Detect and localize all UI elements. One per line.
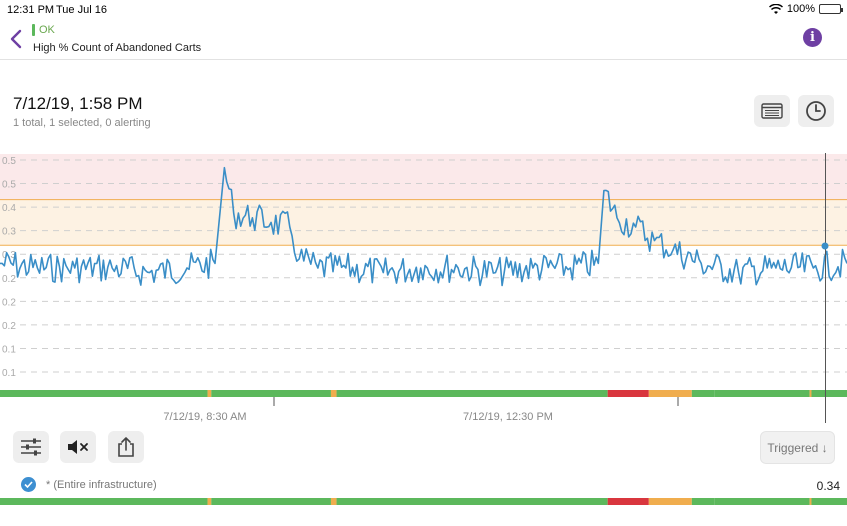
group-summary: 1 total, 1 selected, 0 alerting	[13, 117, 151, 129]
status-time: 12:31 PM	[7, 4, 55, 16]
chart-svg[interactable]: 0.5 0.5 0.4 0.3 0.3 0.2 0.2 0.2 0.1 0.1 7/12/19, …	[0, 150, 847, 430]
group-strip-segment-ok	[211, 498, 331, 505]
group-strip-segment-warning	[207, 498, 212, 505]
info-icon[interactable]: i	[803, 28, 822, 47]
timeline-segment-warning	[809, 390, 812, 397]
group-row[interactable]: * (Entire infrastructure) 0.34	[0, 474, 847, 498]
group-label: * (Entire infrastructure)	[46, 479, 157, 491]
group-strip-segment-ok	[336, 498, 608, 505]
timeline-segment-ok	[714, 390, 810, 397]
check-icon[interactable]	[21, 477, 36, 492]
battery-percent: 100%	[786, 3, 815, 15]
y-tick-label: 0.3	[2, 250, 16, 261]
share-icon	[118, 437, 134, 457]
timeline-segment-ok	[0, 390, 208, 397]
group-strip-segment-ok	[811, 498, 847, 505]
y-tick-label: 0.5	[2, 156, 16, 167]
group-strip-segment-ok	[691, 498, 715, 505]
timeline-segment-warning	[207, 390, 212, 397]
monitor-chart[interactable]: 0.5 0.5 0.4 0.3 0.3 0.2 0.2 0.2 0.1 0.1 7/12/19, …	[0, 150, 847, 430]
group-value: 0.34	[816, 479, 840, 493]
x-tick-label: 7/12/19, 8:30 AM	[163, 411, 246, 423]
group-status-strip	[0, 498, 847, 505]
monitor-status: OK	[32, 24, 55, 36]
clock-icon	[806, 101, 826, 121]
y-tick-label: 0.1	[2, 344, 16, 355]
timeline-segment-ok	[811, 390, 847, 397]
y-tick-label: 0.1	[2, 368, 16, 379]
timeline-segment-ok	[211, 390, 331, 397]
monitor-title: High % Count of Abandoned Carts	[33, 42, 202, 54]
y-tick-label: 0.4	[2, 203, 16, 214]
group-strip-segment-warning	[809, 498, 812, 505]
timeline-segment-ok	[336, 390, 608, 397]
y-tick-label: 0.5	[2, 180, 16, 191]
chevron-left-icon[interactable]	[8, 29, 24, 49]
group-strip-segment-ok	[0, 498, 208, 505]
cursor-point	[821, 242, 829, 250]
mute-button[interactable]	[60, 431, 96, 463]
timeline-segment-warning	[648, 390, 692, 397]
status-right: 100%	[768, 3, 843, 15]
filters-button[interactable]	[13, 431, 49, 463]
status-indicator	[32, 24, 35, 36]
selected-datetime: 7/12/19, 1:58 PM	[13, 94, 143, 113]
group-strip-segment-warning	[330, 498, 337, 505]
share-button[interactable]	[108, 431, 144, 463]
list-view-button[interactable]	[754, 95, 790, 127]
group-strip-segment-warning	[648, 498, 692, 505]
list-icon	[761, 103, 783, 119]
sliders-icon	[21, 438, 41, 456]
status-date: Tue Jul 16	[56, 4, 107, 16]
x-tick-label: 7/12/19, 12:30 PM	[463, 411, 553, 423]
alert-zone	[0, 154, 847, 200]
y-tick-label: 0.2	[2, 321, 16, 332]
y-tick-label: 0.2	[2, 297, 16, 308]
y-tick-label: 0.2	[2, 274, 16, 285]
mute-icon	[68, 440, 88, 454]
y-tick-label: 0.3	[2, 227, 16, 238]
status-label: OK	[39, 24, 55, 36]
history-button[interactable]	[798, 95, 834, 127]
group-strip-segment-ok	[714, 498, 810, 505]
warning-zone	[0, 199, 847, 246]
timeline-segment-ok	[691, 390, 715, 397]
nav-bar: OK High % Count of Abandoned Carts i	[0, 20, 847, 60]
timeline-segment-warning	[330, 390, 337, 397]
battery-icon	[819, 4, 843, 14]
sort-button[interactable]: Triggered ↓	[760, 431, 835, 464]
series-line	[0, 166, 847, 287]
status-bar: 12:31 PM Tue Jul 16 100%	[0, 0, 847, 20]
timeline-segment-alert	[607, 390, 649, 397]
group-strip-segment-alert	[607, 498, 649, 505]
wifi-icon	[768, 3, 783, 14]
